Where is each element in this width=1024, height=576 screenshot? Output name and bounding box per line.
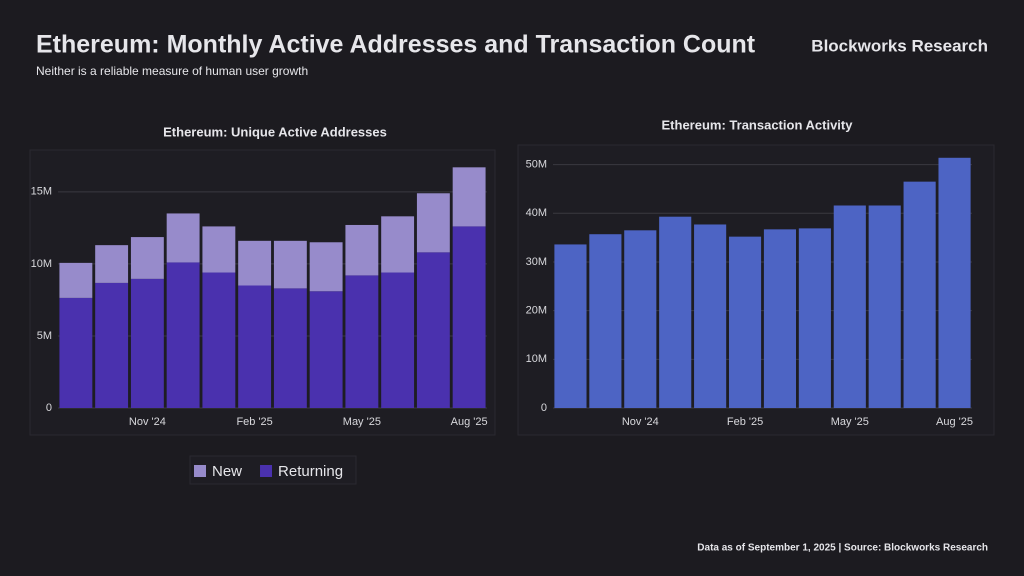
y-tick-label: 40M <box>526 207 547 219</box>
bar-segment <box>95 245 129 283</box>
x-tick-label: Aug '25 <box>451 416 488 428</box>
footer: Data as of September 1, 2025 | Source: B… <box>697 543 988 554</box>
bar-segment <box>345 224 379 276</box>
legend-box <box>189 455 357 485</box>
bar-segment <box>202 226 236 273</box>
bar-segment <box>273 240 307 289</box>
y-tick-label: 30M <box>526 256 547 268</box>
y-tick-label: 10M <box>526 353 547 365</box>
bar <box>554 244 587 408</box>
bar <box>903 181 936 408</box>
bar-segment <box>166 213 200 263</box>
bar-segment <box>273 288 307 408</box>
bar <box>938 157 971 408</box>
bar-segment <box>238 240 272 286</box>
bar <box>728 236 762 408</box>
y-tick-label: 0 <box>46 402 52 414</box>
x-tick-label: Feb '25 <box>727 416 763 428</box>
bar <box>763 229 797 408</box>
y-tick-label: 0 <box>541 402 547 414</box>
x-tick-label: Feb '25 <box>236 416 272 428</box>
legend-swatch <box>194 465 206 477</box>
bar-segment <box>452 167 486 227</box>
bar <box>589 234 622 408</box>
bar-segment <box>202 272 236 408</box>
bar-segment <box>130 237 164 279</box>
x-tick-label: May '25 <box>343 416 381 428</box>
y-tick-label: 5M <box>37 330 52 342</box>
bar-segment <box>59 297 93 408</box>
legend-label: Returning <box>278 463 343 480</box>
bar-segment <box>309 291 343 408</box>
bar <box>833 205 866 408</box>
x-tick-label: May '25 <box>831 416 869 428</box>
chart-title: Ethereum: Unique Active Addresses <box>163 124 387 139</box>
bar <box>868 205 901 408</box>
x-tick-label: Aug '25 <box>936 416 973 428</box>
x-tick-label: Nov '24 <box>129 416 166 428</box>
bar-segment <box>59 262 93 298</box>
subtitle: Neither is a reliable measure of human u… <box>36 64 308 78</box>
y-tick-label: 50M <box>526 159 547 171</box>
legend-swatch <box>260 465 273 477</box>
bar-segment <box>238 285 272 408</box>
x-tick-label: Nov '24 <box>622 416 659 428</box>
y-tick-label: 15M <box>31 186 52 198</box>
bar-segment <box>381 216 415 273</box>
bar-segment <box>309 242 343 292</box>
legend-label: New <box>212 463 242 480</box>
bar <box>659 216 692 408</box>
bar-segment <box>416 252 450 408</box>
bar-segment <box>381 272 415 408</box>
bar-segment <box>166 262 200 408</box>
bar-segment <box>95 282 129 408</box>
bar <box>624 230 657 408</box>
bar-segment <box>452 226 486 408</box>
bar-segment <box>345 275 379 408</box>
bar <box>694 224 727 408</box>
y-tick-label: 20M <box>526 305 547 317</box>
brand: Blockworks Research <box>811 36 988 55</box>
bar <box>798 228 831 408</box>
bar-segment <box>130 278 164 408</box>
chart-title: Ethereum: Transaction Activity <box>662 117 854 132</box>
title: Ethereum: Monthly Active Addresses and T… <box>36 31 756 59</box>
y-tick-label: 10M <box>31 258 52 270</box>
bar-segment <box>416 193 450 253</box>
